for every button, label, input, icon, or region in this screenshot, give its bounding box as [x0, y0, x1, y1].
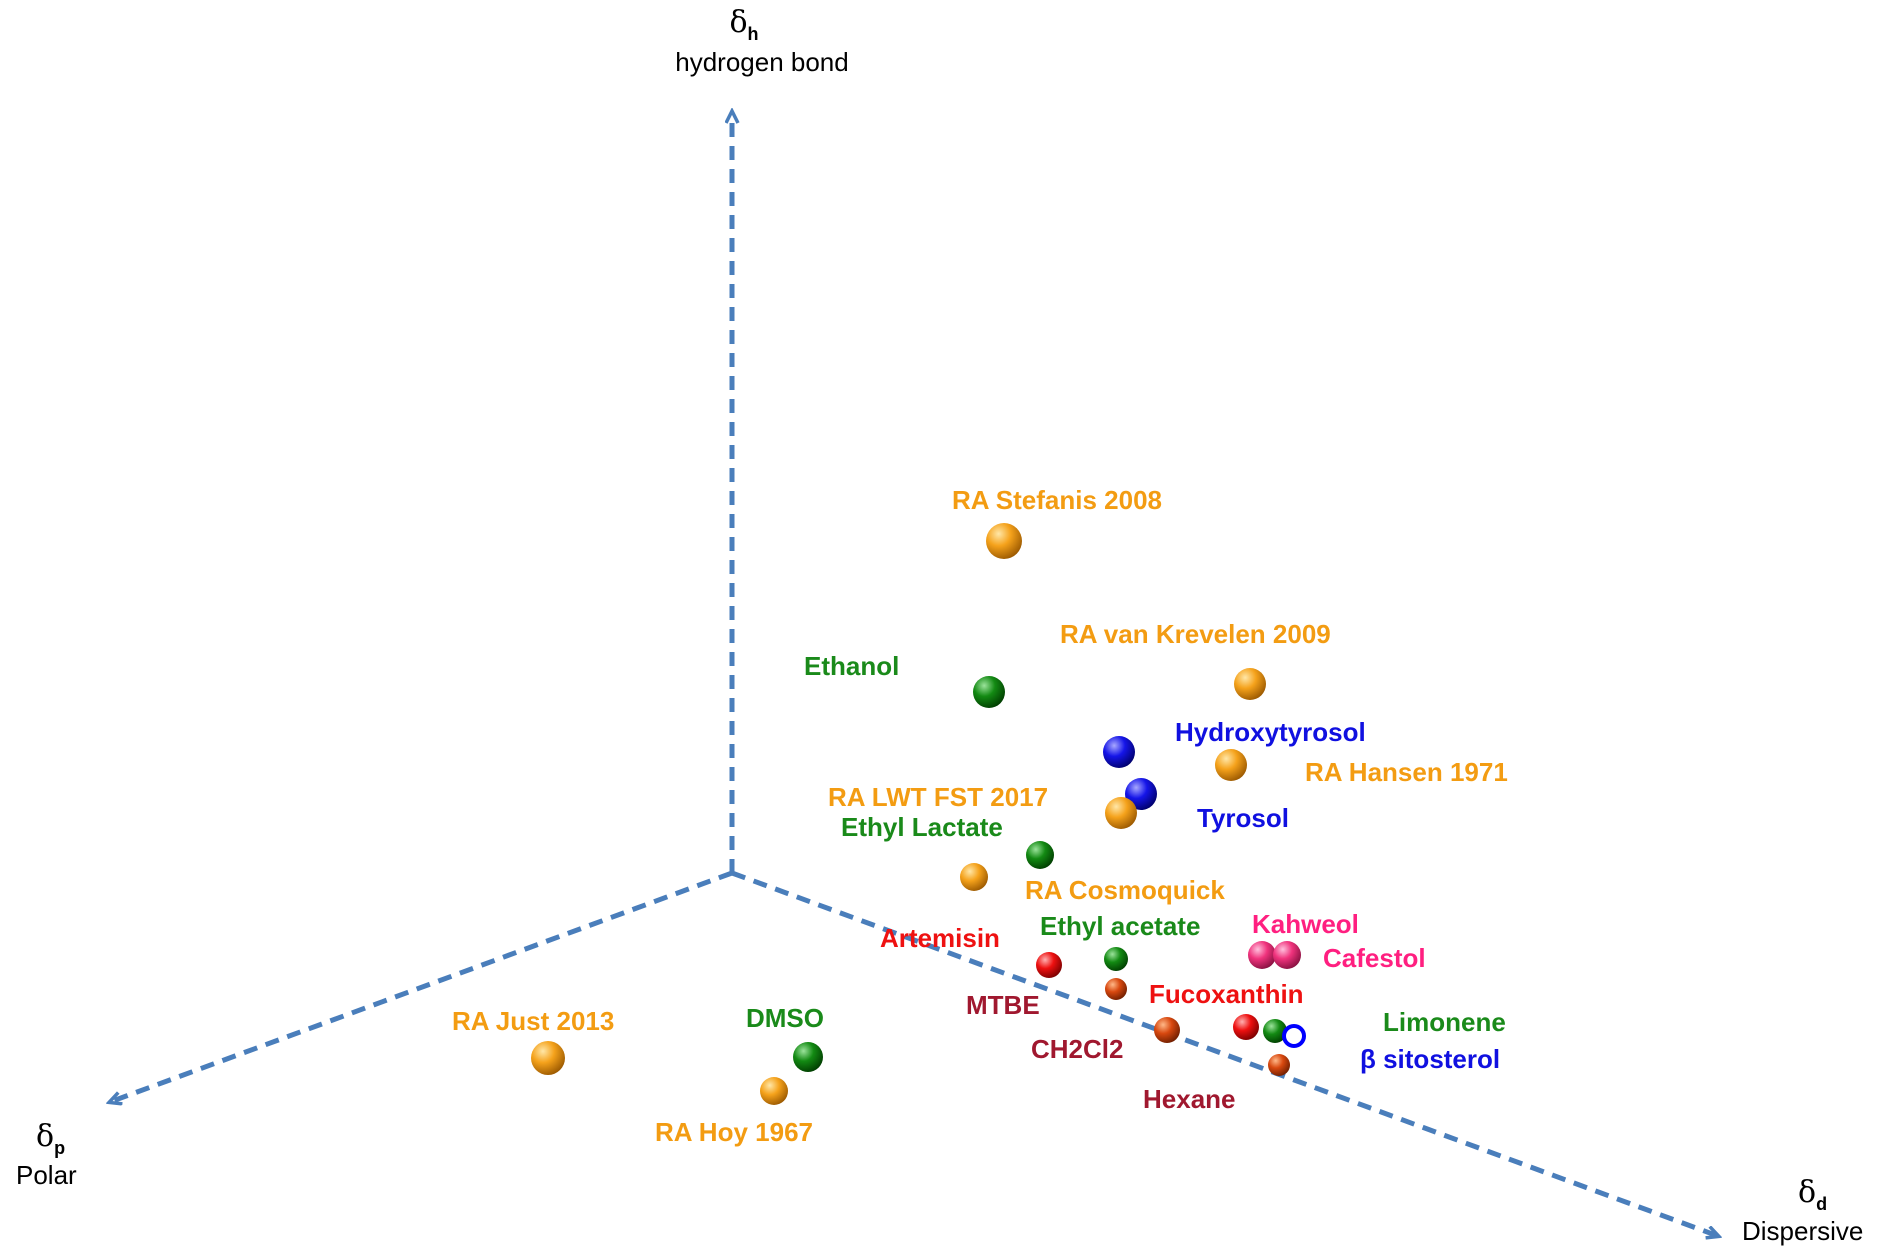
label-limonene: Limonene: [1383, 1007, 1506, 1037]
marker-beta-sitosterol: [1282, 1024, 1306, 1048]
marker-ra-hoy-1967: [760, 1077, 788, 1105]
marker-ra-just-2013: [531, 1041, 565, 1075]
marker-fucoxanthin: [1233, 1014, 1259, 1040]
axis-h-symbol: δ: [729, 5, 747, 40]
axis-h-name: hydrogen bond: [675, 47, 848, 77]
axis-dispersive: [731, 870, 1718, 1236]
label-hexane: Hexane: [1143, 1084, 1236, 1114]
marker-ethyl-acetate: [1104, 947, 1128, 971]
label-ra-lwt-fst-2017: RA LWT FST 2017: [828, 782, 1048, 812]
label-ra-just-2013: RA Just 2013: [452, 1006, 614, 1036]
label-ch2cl2: CH2Cl2: [1031, 1034, 1123, 1064]
axis-polar: [110, 870, 733, 1102]
marker-cafestol: [1273, 941, 1301, 969]
label-fucoxanthin: Fucoxanthin: [1149, 979, 1304, 1009]
marker-limonene: [1263, 1019, 1287, 1043]
axis-p-name: Polar: [16, 1160, 77, 1190]
label-dmso: DMSO: [746, 1003, 824, 1033]
axis-d-name: Dispersive: [1742, 1216, 1863, 1246]
axis-d-symbol: δ: [1798, 1175, 1816, 1210]
label-tyrosol: Tyrosol: [1197, 803, 1289, 833]
label-ra-cosmoquick: RA Cosmoquick: [1025, 875, 1225, 905]
axis-title-p: δp Polar: [16, 1119, 77, 1190]
marker-ethanol: [973, 676, 1005, 708]
marker-ra-van-krevelen-2009: [1234, 668, 1266, 700]
axis-d-subscript: d: [1816, 1194, 1827, 1214]
label-ra-hansen-1971: RA Hansen 1971: [1305, 757, 1508, 787]
marker-dmso: [793, 1042, 823, 1072]
marker-ra-hansen-1971: [1215, 749, 1247, 781]
label-ra-van-krevelen-2009: RA van Krevelen 2009: [1060, 619, 1331, 649]
label-ethyl-acetate: Ethyl acetate: [1040, 911, 1200, 941]
marker-ch2cl2: [1154, 1017, 1180, 1043]
marker-ra-lwt-fst-2017: [1105, 797, 1137, 829]
svg-text:δp: δp: [36, 1119, 65, 1158]
svg-text:δd: δd: [1798, 1175, 1827, 1214]
label-hydroxytyrosol: Hydroxytyrosol: [1175, 717, 1366, 747]
markers: [531, 523, 1306, 1105]
axis-title-h: δh hydrogen bond: [675, 5, 848, 77]
axes: [110, 112, 1718, 1236]
label-mtbe: MTBE: [966, 990, 1040, 1020]
label-ra-hoy-1967: RA Hoy 1967: [655, 1117, 813, 1147]
marker-ethyl-lactate: [1026, 841, 1054, 869]
marker-artemisin: [1036, 952, 1062, 978]
labels: RA Stefanis 2008 RA van Krevelen 2009 Et…: [452, 485, 1508, 1147]
label-ethanol: Ethanol: [804, 651, 899, 681]
axis-p-subscript: p: [54, 1138, 65, 1158]
marker-hydroxytyrosol: [1103, 736, 1135, 768]
label-beta-sitosterol: β sitosterol: [1360, 1044, 1500, 1074]
svg-text:δh: δh: [729, 5, 758, 44]
label-artemisin: Artemisin: [880, 923, 1000, 953]
label-ra-stefanis-2008: RA Stefanis 2008: [952, 485, 1162, 515]
label-ethyl-lactate: Ethyl Lactate: [841, 812, 1003, 842]
marker-hexane: [1268, 1054, 1290, 1076]
marker-tyrosol: [1125, 778, 1157, 810]
marker-ra-stefanis-2008: [986, 523, 1022, 559]
axis-title-d: δd Dispersive: [1742, 1175, 1863, 1246]
label-kahweol: Kahweol: [1252, 909, 1359, 939]
axis-h-subscript: h: [748, 24, 759, 44]
axis-p-symbol: δ: [36, 1119, 54, 1154]
marker-kahweol: [1248, 941, 1276, 969]
marker-mtbe: [1105, 978, 1127, 1000]
marker-ra-cosmoquick: [960, 863, 988, 891]
label-cafestol: Cafestol: [1323, 943, 1426, 973]
